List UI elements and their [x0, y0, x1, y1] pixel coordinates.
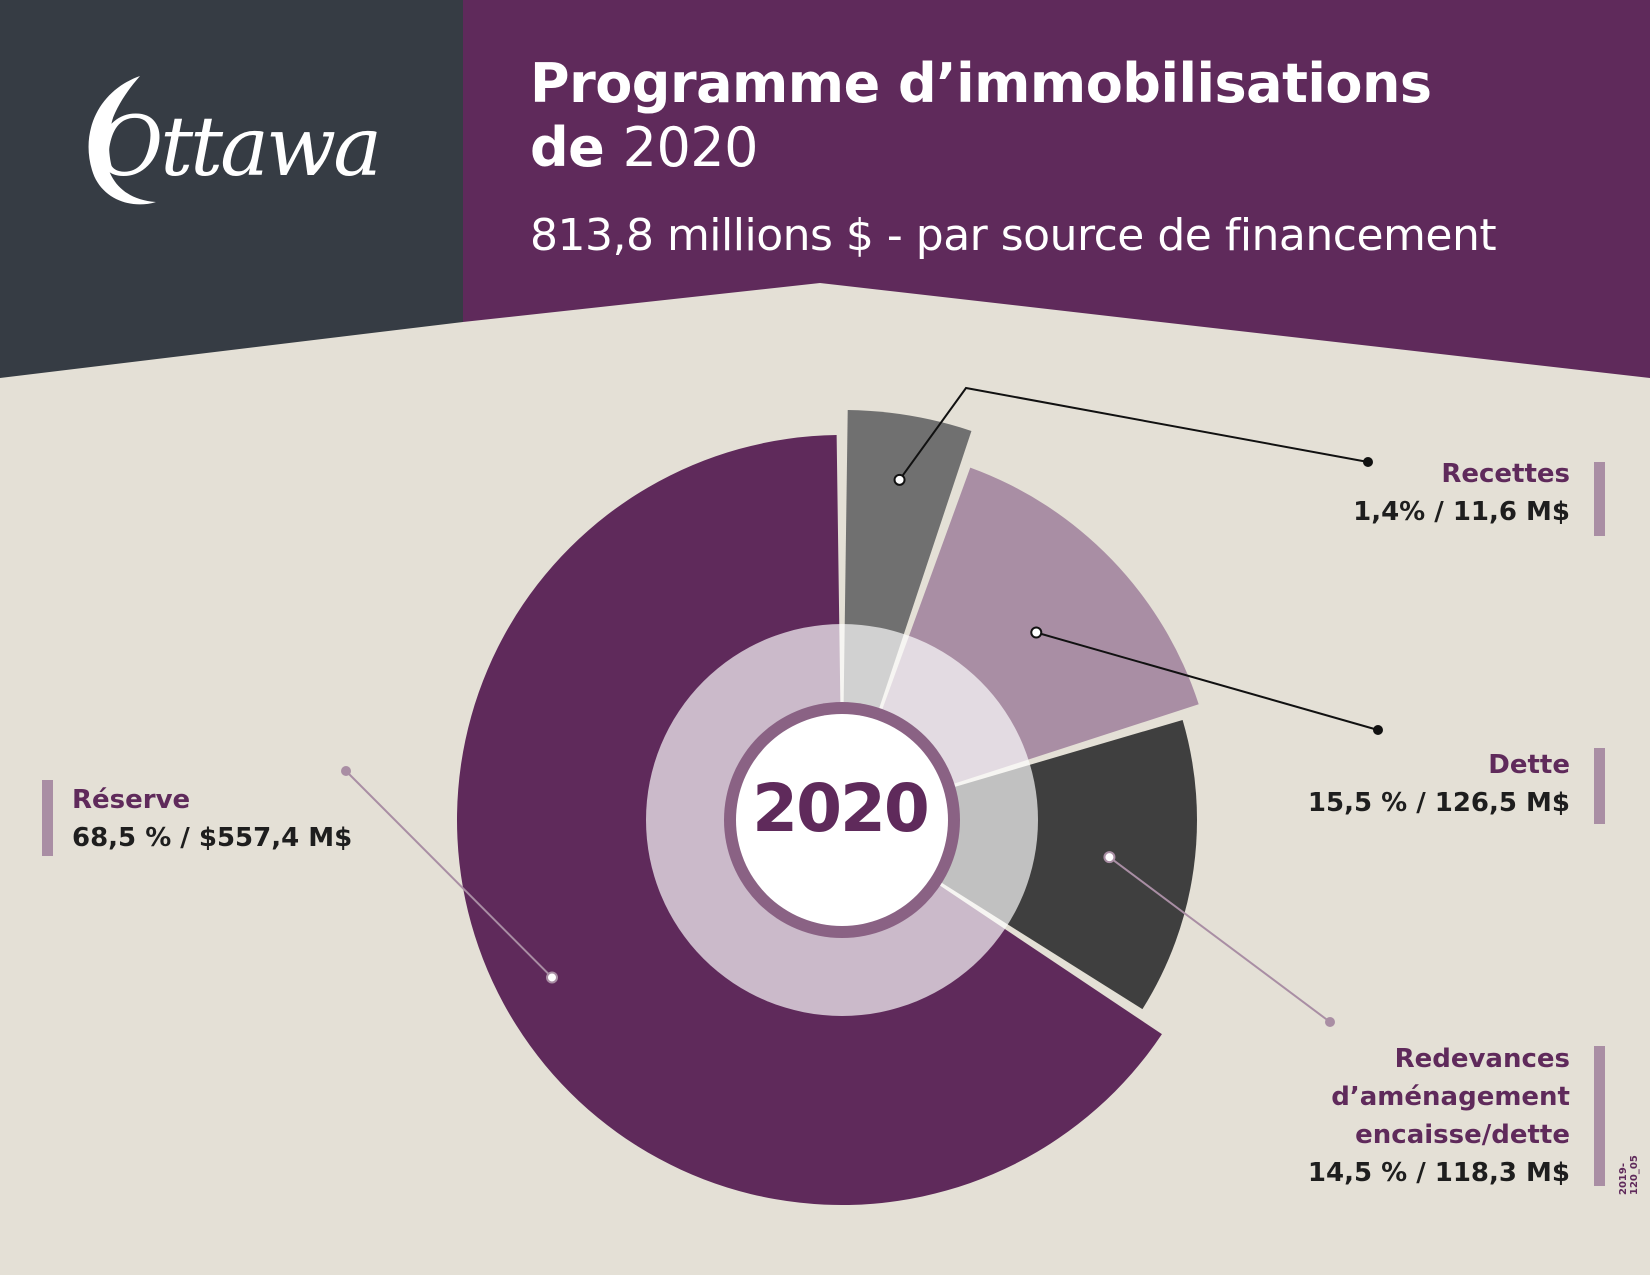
leader-line-reserve [345, 770, 553, 979]
center-disc [736, 714, 948, 926]
leader-dot-reserve [341, 766, 351, 776]
label-dette-value: 15,5 % / 126,5 M$ [1307, 788, 1570, 818]
ottawa-logo [70, 60, 410, 220]
leader-marker-reserve [545, 971, 558, 984]
header-purple-panel [463, 0, 1650, 378]
page-subtitle: 813,8 millions $ - par source de finance… [530, 210, 1497, 261]
label-recettes-bar [1594, 462, 1605, 536]
document-code: 2019-120_05 [1618, 1155, 1640, 1195]
label-reserve-value: 68,5 % / $557,4 M$ [72, 823, 353, 853]
logo-text: Ottawa [96, 100, 382, 195]
label-redevances-value: 14,5 % / 118,3 M$ [1307, 1158, 1570, 1188]
leader-marker-dette [1030, 626, 1043, 639]
label-recettes-name: Recettes [1441, 459, 1570, 489]
label-dette: Dette 15,5 % / 126,5 M$ [1308, 746, 1570, 822]
title-line-2: de 2020 [530, 116, 1432, 180]
label-dette-bar [1594, 748, 1605, 824]
label-redevances-name-1: Redevances [1394, 1044, 1570, 1074]
leader-line-redevances [1108, 856, 1331, 1023]
label-redevances: Redevances d’aménagement encaisse/dette … [1308, 1040, 1570, 1192]
leader-marker-recettes [893, 473, 906, 486]
title-line-1: Programme d’immobilisations [530, 52, 1432, 115]
leader-dot-dette [1373, 725, 1383, 735]
title-prefix: de [530, 116, 605, 179]
label-recettes: Recettes 1,4% / 11,6 M$ [1353, 455, 1570, 531]
label-reserve: Réserve 68,5 % / $557,4 M$ [72, 781, 352, 857]
label-dette-name: Dette [1488, 750, 1570, 780]
label-redevances-name-2: d’aménagement [1331, 1082, 1570, 1112]
page-title: Programme d’immobilisations de 2020 [530, 52, 1432, 180]
leader-dot-redevances [1325, 1017, 1335, 1027]
label-redevances-name-3: encaisse/dette [1355, 1120, 1570, 1150]
label-redevances-bar [1594, 1046, 1605, 1186]
leader-dot-recettes [1363, 457, 1373, 467]
label-reserve-bar [42, 780, 53, 856]
logo-swoosh-icon [88, 76, 156, 205]
title-year: 2020 [622, 116, 759, 179]
label-recettes-value: 1,4% / 11,6 M$ [1353, 497, 1570, 527]
leader-line-recettes [898, 386, 1369, 481]
center-year-label: 2020 [752, 770, 930, 847]
leader-marker-redevances [1103, 851, 1116, 864]
label-reserve-name: Réserve [72, 785, 191, 815]
leader-line-dette [1036, 631, 1379, 731]
